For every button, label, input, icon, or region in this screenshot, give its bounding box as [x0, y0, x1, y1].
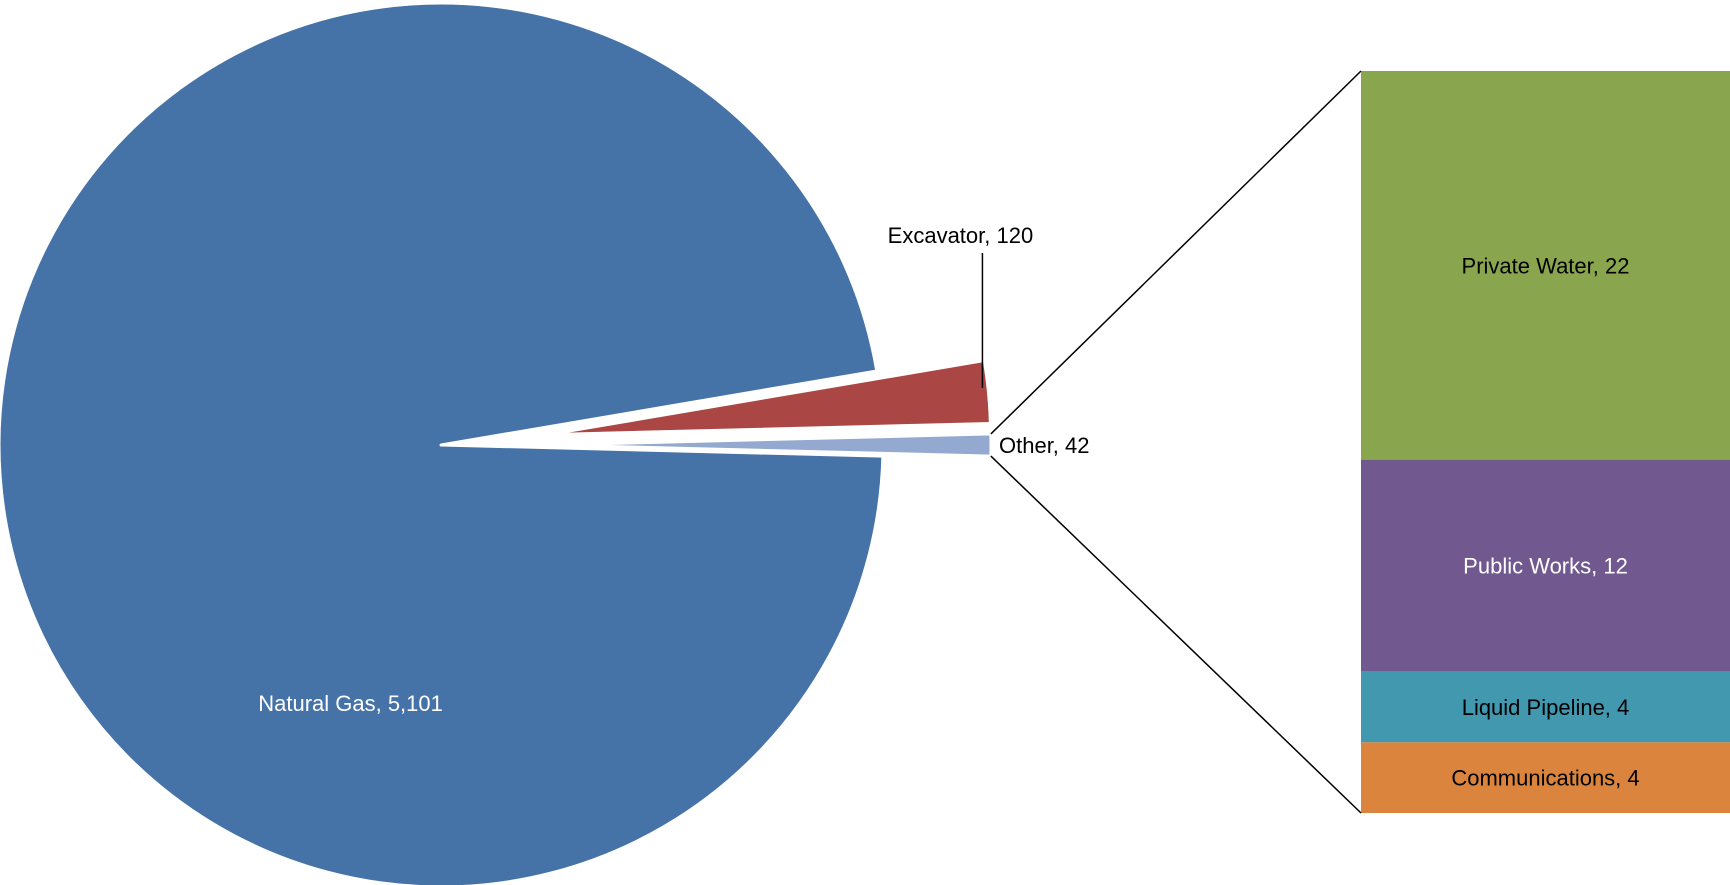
- pie-slice-other: [547, 432, 993, 458]
- bar-segment-liquid-pipeline: [1361, 671, 1730, 743]
- slice-label-natural-gas: Natural Gas, 5,101: [258, 691, 443, 716]
- bar-label-communications: Communications, 4: [1451, 766, 1639, 791]
- bar-label-liquid-pipeline: Liquid Pipeline, 4: [1462, 695, 1630, 720]
- connector-line-bottom: [990, 455, 1362, 814]
- bar-label-public-works: Public Works, 12: [1463, 554, 1628, 579]
- pie-slice-natural-gas: [0, 1, 885, 885]
- pie-slice-excavator: [546, 359, 992, 437]
- bar-segment-public-works: [1361, 459, 1730, 672]
- slice-label-other: Other, 42: [999, 433, 1090, 458]
- bar-segment-communications: [1361, 742, 1730, 813]
- connector-line-top: [990, 70, 1362, 435]
- slice-label-excavator: Excavator, 120: [888, 223, 1034, 248]
- bar-segment-private-water: [1361, 71, 1730, 460]
- bar-label-private-water: Private Water, 22: [1462, 253, 1630, 278]
